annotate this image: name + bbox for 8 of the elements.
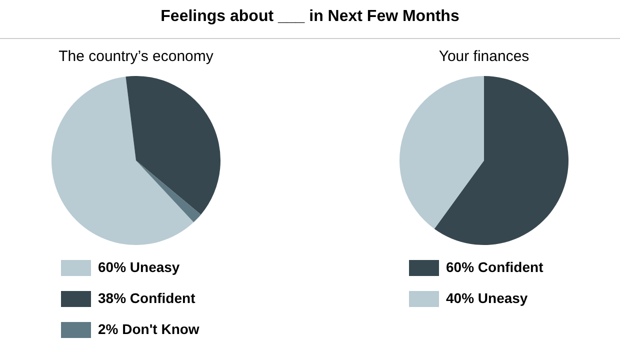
chart-subtitle: The country’s economy: [58, 48, 214, 65]
legend-label: 60% Confident: [446, 258, 544, 275]
chart-subtitle: Your finances: [438, 48, 530, 65]
legend-label: 38% Confident: [98, 290, 196, 306]
legend-label: 40% Uneasy: [446, 290, 528, 306]
text: Feelings about ___ in Next Few Months: [160, 8, 460, 26]
legend-label: 60% Uneasy: [98, 258, 180, 275]
legend-label: 2% Don't Know: [98, 320, 200, 337]
